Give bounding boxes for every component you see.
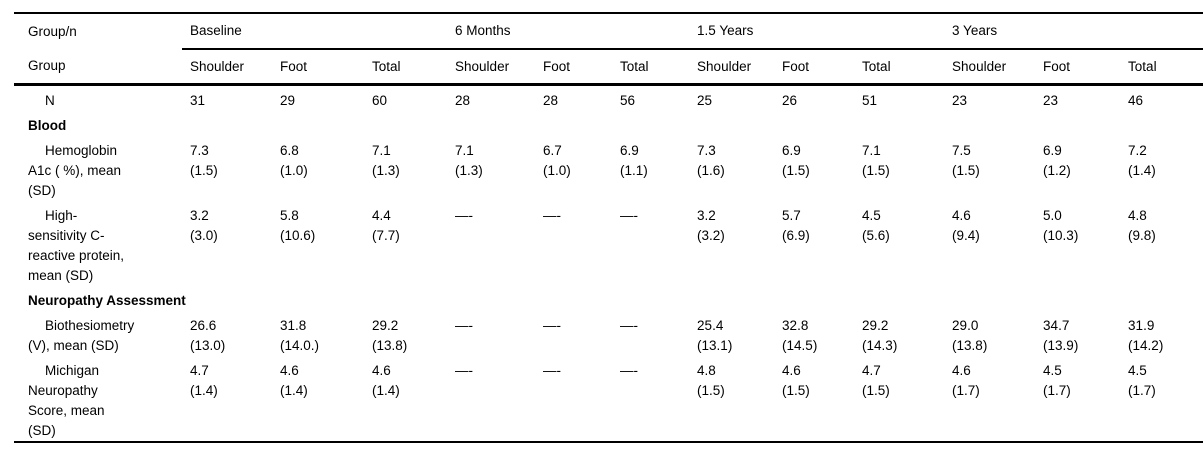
value-cell: 46 <box>1128 93 1144 108</box>
timepoint-header-0: Baseline <box>182 13 448 50</box>
value-cell: 25.4 (13.1) <box>697 318 733 353</box>
value-cell: 25 <box>697 93 713 108</box>
section-label: Blood <box>28 118 67 133</box>
value-cell: 60 <box>372 93 388 108</box>
value-cell: 29.2 (13.8) <box>372 318 408 353</box>
row-label: Biothesiometry (V), mean (SD) <box>28 318 135 353</box>
value-cell: 23 <box>952 93 968 108</box>
value-cell: 5.0 (10.3) <box>1043 208 1079 243</box>
value-cell: 7.1 (1.3) <box>372 143 400 178</box>
table-row: Michigan Neuropathy Score, mean (SD) 4.7 … <box>14 356 1203 442</box>
table-row: Hemoglobin A1c ( %), mean (SD) 7.3 (1.5) 6… <box>14 136 1203 201</box>
value-cell: 4.6 (9.4) <box>952 208 980 243</box>
value-cell: 4.8 (1.5) <box>697 363 725 398</box>
value-cell: 29.0 (13.8) <box>952 318 988 353</box>
value-cell: —- <box>543 208 562 223</box>
value-cell: —- <box>543 363 562 378</box>
value-cell: —- <box>620 318 639 333</box>
row-label: N <box>45 93 55 108</box>
value-cell: 4.5 (1.7) <box>1043 363 1071 398</box>
value-cell: 26.6 (13.0) <box>190 318 226 353</box>
subgroup-header-1-0: Shoulder <box>447 49 536 86</box>
value-cell: 4.6 (1.7) <box>952 363 980 398</box>
value-cell: 31.9 (14.2) <box>1128 318 1164 353</box>
section-label: Neuropathy Assessment <box>28 293 186 308</box>
value-cell: 4.7 (1.4) <box>190 363 218 398</box>
subgroup-header-1-2: Total <box>612 49 690 86</box>
value-cell: 4.5 (5.6) <box>862 208 890 243</box>
value-cell: 23 <box>1043 93 1059 108</box>
subgroup-header-3-0: Shoulder <box>944 49 1036 86</box>
value-cell: 3.2 (3.0) <box>190 208 218 243</box>
section-row: Neuropathy Assessment <box>14 286 1203 311</box>
value-cell: 29.2 (14.3) <box>862 318 898 353</box>
row-label: High- sensitivity C- reactive protein, m… <box>28 208 125 283</box>
value-cell: —- <box>455 318 474 333</box>
subgroup-header-3-1: Foot <box>1035 49 1121 86</box>
value-cell: —- <box>620 363 639 378</box>
timepoint-header-row: Group/n Baseline 6 Months 1.5 Years 3 Years <box>14 13 1203 50</box>
value-cell: —- <box>543 318 562 333</box>
value-cell: 4.4 (7.7) <box>372 208 400 243</box>
group-n-header: Group/n <box>28 23 77 39</box>
value-cell: 32.8 (14.5) <box>782 318 818 353</box>
results-table-container: Group/n Baseline 6 Months 1.5 Years 3 Years … <box>14 12 1203 443</box>
value-cell: 26 <box>782 93 798 108</box>
value-cell: 31.8 (14.0.) <box>280 318 320 353</box>
subgroup-header-1-1: Foot <box>535 49 613 86</box>
value-cell: 56 <box>620 93 636 108</box>
subgroup-header-0-0: Shoulder <box>182 49 272 86</box>
value-cell: 4.5 (1.7) <box>1128 363 1156 398</box>
table-row: N 31 29 60 28 28 56 25 26 51 23 23 46 <box>14 85 1203 112</box>
value-cell: 7.1 (1.5) <box>862 143 890 178</box>
timepoint-header-3: 3 Years <box>944 13 1203 50</box>
value-cell: 3.2 (3.2) <box>697 208 725 243</box>
row-label: Michigan Neuropathy Score, mean (SD) <box>28 363 105 438</box>
value-cell: 28 <box>455 93 471 108</box>
value-cell: —- <box>620 208 639 223</box>
value-cell: —- <box>455 208 474 223</box>
value-cell: 4.6 (1.4) <box>280 363 308 398</box>
table-row: High- sensitivity C- reactive protein, m… <box>14 201 1203 286</box>
row-label: Hemoglobin A1c ( %), mean (SD) <box>28 143 122 198</box>
timepoint-header-1: 6 Months <box>447 13 690 50</box>
value-cell: 5.8 (10.6) <box>280 208 316 243</box>
subgroup-header-3-2: Total <box>1120 49 1203 86</box>
value-cell: 6.7 (1.0) <box>543 143 571 178</box>
subgroup-header-0-2: Total <box>364 49 448 86</box>
value-cell: 4.6 (1.5) <box>782 363 810 398</box>
value-cell: 28 <box>543 93 559 108</box>
value-cell: 7.3 (1.6) <box>697 143 725 178</box>
value-cell: 51 <box>862 93 878 108</box>
value-cell: 7.2 (1.4) <box>1128 143 1156 178</box>
value-cell: 6.9 (1.5) <box>782 143 810 178</box>
subgroup-header-2-0: Shoulder <box>689 49 775 86</box>
timepoint-header-2: 1.5 Years <box>689 13 945 50</box>
subgroup-header-2-1: Foot <box>774 49 855 86</box>
value-cell: 7.5 (1.5) <box>952 143 980 178</box>
value-cell: 4.8 (9.8) <box>1128 208 1156 243</box>
table-body: N 31 29 60 28 28 56 25 26 51 23 23 46 Blood Hemoglobin… <box>14 85 1203 443</box>
value-cell: 7.1 (1.3) <box>455 143 483 178</box>
value-cell: 6.9 (1.2) <box>1043 143 1071 178</box>
value-cell: 5.7 (6.9) <box>782 208 810 243</box>
section-row: Blood <box>14 111 1203 136</box>
value-cell: 34.7 (13.9) <box>1043 318 1079 353</box>
subgroup-header-0-1: Foot <box>272 49 364 86</box>
table-row: Biothesiometry (V), mean (SD) 26.6 (13.0)… <box>14 311 1203 356</box>
value-cell: 6.9 (1.1) <box>620 143 648 178</box>
table-header: Group/n Baseline 6 Months 1.5 Years 3 Years … <box>14 13 1203 86</box>
value-cell: 4.6 (1.4) <box>372 363 400 398</box>
subgroup-header-2-2: Total <box>854 49 945 86</box>
value-cell: 31 <box>190 93 206 108</box>
value-cell: —- <box>455 363 474 378</box>
value-cell: 6.8 (1.0) <box>280 143 308 178</box>
value-cell: 4.7 (1.5) <box>862 363 890 398</box>
value-cell: 29 <box>280 93 296 108</box>
group-outcomes-table: Group/n Baseline 6 Months 1.5 Years 3 Years … <box>14 12 1203 443</box>
subgroup-header-row: Group Shoulder Foot Total Shoulder Foot Total S… <box>14 49 1203 86</box>
value-cell: 7.3 (1.5) <box>190 143 218 178</box>
group-header: Group <box>14 49 182 86</box>
